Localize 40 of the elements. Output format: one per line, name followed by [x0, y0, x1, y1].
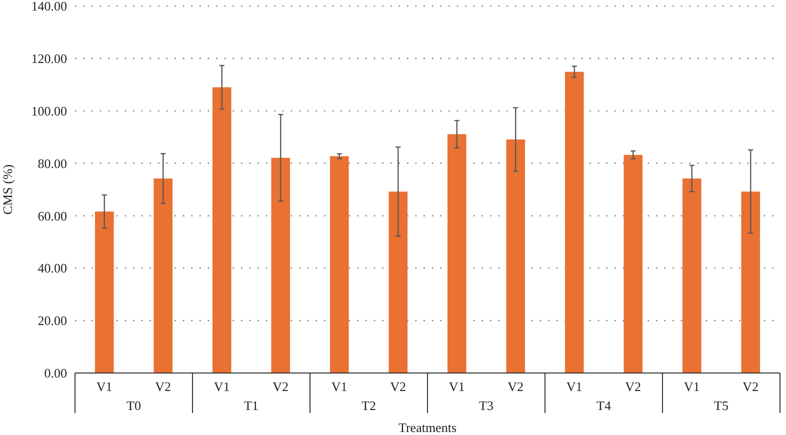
x-tick-label: V1	[331, 379, 348, 394]
text: T3	[479, 398, 494, 413]
text: T2	[362, 398, 376, 413]
bar	[94, 212, 114, 373]
x-axis-title: Treatments	[398, 420, 457, 435]
y-tick-label: 20.00	[38, 313, 67, 328]
y-tick-label: 80.00	[38, 156, 67, 171]
bar	[564, 72, 584, 373]
y-tick-label: 140.00	[31, 0, 67, 14]
x-tick-label: V1	[96, 379, 112, 394]
bar	[212, 87, 232, 373]
x-tick-label: V2	[625, 379, 642, 394]
bar	[624, 154, 643, 373]
x-tick-label: V1	[214, 379, 230, 394]
y-tick-label: 100.00	[31, 103, 67, 118]
text: T1	[244, 398, 258, 413]
x-tick-label: V1	[566, 379, 582, 394]
bar	[330, 156, 349, 373]
x-tick-label: V2	[390, 379, 406, 394]
bar	[506, 139, 526, 373]
y-tick-label: 0.00	[44, 366, 67, 381]
y-tick-label: 40.00	[38, 260, 67, 276]
y-tick-label: 60.00	[38, 208, 67, 224]
bar	[741, 192, 760, 373]
bar	[388, 192, 408, 373]
x-tick-label: V2	[155, 379, 172, 394]
bar	[682, 178, 702, 373]
bar	[154, 178, 173, 373]
text: T0	[126, 398, 141, 413]
x-tick-label: V2	[272, 379, 289, 394]
bar	[447, 134, 466, 373]
text: T4	[596, 398, 612, 413]
bar	[271, 158, 290, 373]
x-tick-label: V2	[508, 379, 524, 394]
x-tick-label: V1	[684, 379, 700, 394]
y-tick-label: 120.00	[31, 50, 67, 66]
y-axis-title: CMS (%)	[0, 164, 15, 215]
x-tick-label: V2	[742, 379, 759, 394]
x-tick-label: V1	[448, 379, 465, 394]
text: T5	[714, 398, 728, 413]
